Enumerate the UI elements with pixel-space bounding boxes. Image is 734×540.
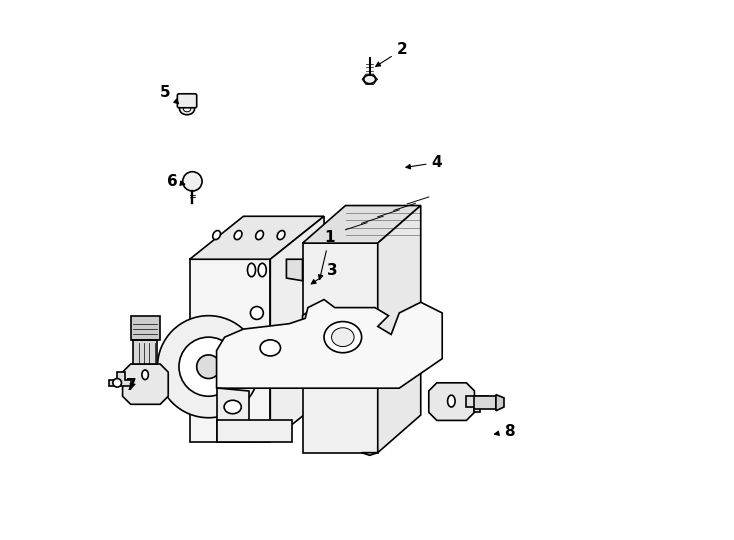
Ellipse shape [184, 106, 191, 112]
Ellipse shape [247, 264, 255, 276]
Ellipse shape [142, 370, 148, 380]
Polygon shape [466, 396, 488, 413]
Polygon shape [189, 217, 324, 259]
Circle shape [113, 379, 122, 387]
Text: 2: 2 [376, 42, 407, 66]
Ellipse shape [258, 264, 266, 276]
Circle shape [250, 360, 264, 373]
Polygon shape [134, 340, 158, 364]
Polygon shape [131, 316, 160, 340]
Polygon shape [474, 396, 496, 409]
Polygon shape [123, 364, 168, 404]
Circle shape [197, 355, 220, 379]
Ellipse shape [448, 395, 455, 407]
Polygon shape [189, 259, 270, 442]
Polygon shape [217, 388, 249, 442]
Ellipse shape [234, 231, 242, 240]
Polygon shape [225, 308, 407, 386]
Text: 6: 6 [167, 174, 185, 189]
Polygon shape [378, 206, 421, 453]
Circle shape [250, 307, 264, 320]
Polygon shape [109, 372, 131, 386]
Circle shape [179, 337, 238, 396]
Text: 4: 4 [406, 155, 442, 170]
Ellipse shape [224, 400, 241, 414]
Ellipse shape [330, 314, 351, 349]
Text: 8: 8 [495, 424, 515, 438]
Text: 1: 1 [319, 230, 335, 280]
Text: 5: 5 [160, 85, 178, 104]
Ellipse shape [317, 330, 352, 360]
Polygon shape [217, 300, 442, 388]
Ellipse shape [213, 231, 220, 240]
Ellipse shape [332, 328, 354, 347]
Circle shape [183, 172, 202, 191]
Ellipse shape [180, 103, 195, 114]
Polygon shape [270, 217, 324, 442]
Polygon shape [362, 453, 378, 455]
Polygon shape [302, 206, 421, 243]
Ellipse shape [324, 336, 346, 355]
Ellipse shape [266, 349, 275, 357]
Ellipse shape [260, 340, 280, 356]
Ellipse shape [261, 346, 280, 361]
Polygon shape [217, 421, 292, 442]
Polygon shape [496, 395, 504, 411]
Text: 7: 7 [126, 378, 137, 393]
Ellipse shape [324, 322, 362, 353]
Polygon shape [429, 383, 474, 421]
Polygon shape [286, 259, 302, 281]
Circle shape [476, 397, 485, 406]
FancyBboxPatch shape [178, 94, 197, 108]
Ellipse shape [255, 231, 264, 240]
Text: 3: 3 [311, 262, 338, 284]
Circle shape [158, 316, 260, 418]
Polygon shape [302, 243, 378, 453]
Ellipse shape [364, 75, 376, 84]
Ellipse shape [277, 231, 285, 240]
